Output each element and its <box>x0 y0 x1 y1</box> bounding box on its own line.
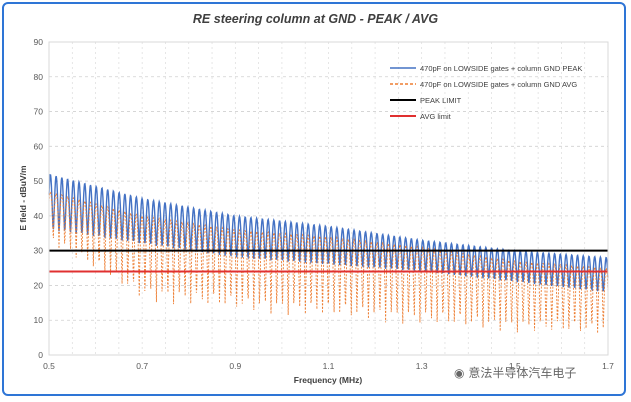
avg-series-line <box>48 191 609 334</box>
legend-label: AVG limit <box>420 112 452 121</box>
y-tick-label: 40 <box>34 211 44 221</box>
x-tick-label: 0.7 <box>136 361 148 371</box>
y-tick-label: 90 <box>34 37 44 47</box>
watermark: ◉ 意法半导体汽车电子 <box>454 364 576 381</box>
wechat-icon: ◉ <box>454 366 465 380</box>
y-tick-label: 30 <box>34 246 44 256</box>
y-tick-label: 10 <box>34 315 44 325</box>
y-tick-label: 60 <box>34 141 44 151</box>
chart-title: RE steering column at GND - PEAK / AVG <box>192 12 439 26</box>
legend-label: 470pF on LOWSIDE gates + column GND AVG <box>420 80 577 89</box>
legend: 470pF on LOWSIDE gates + column GND PEAK… <box>390 64 582 121</box>
plot-area-border <box>48 41 609 356</box>
x-tick-labels: 0.5 0.7 0.9 1.1 1.3 1.5 1.7 <box>43 361 614 371</box>
chart-frame <box>2 2 626 396</box>
y-tick-label: 70 <box>34 107 44 117</box>
x-tick-label: 1.1 <box>323 361 335 371</box>
grid <box>48 41 609 356</box>
legend-label: PEAK LIMIT <box>420 96 462 105</box>
series-lines <box>48 174 609 334</box>
y-tick-labels: 0 10 20 30 40 50 60 70 80 90 <box>34 37 44 360</box>
legend-label: 470pF on LOWSIDE gates + column GND PEAK <box>420 64 582 73</box>
y-tick-label: 50 <box>34 176 44 186</box>
x-tick-label: 1.3 <box>416 361 428 371</box>
y-tick-label: 20 <box>34 280 44 290</box>
watermark-text: 意法半导体汽车电子 <box>468 366 577 380</box>
x-axis-label: Frequency (MHz) <box>294 375 363 385</box>
y-tick-label: 0 <box>38 350 43 360</box>
x-tick-label: 1.7 <box>602 361 614 371</box>
y-tick-label: 80 <box>34 72 44 82</box>
x-tick-label: 0.5 <box>43 361 55 371</box>
y-axis-label: E field - dBuV/m <box>18 165 28 231</box>
x-tick-label: 1.5 <box>509 361 521 371</box>
x-tick-label: 0.9 <box>229 361 241 371</box>
